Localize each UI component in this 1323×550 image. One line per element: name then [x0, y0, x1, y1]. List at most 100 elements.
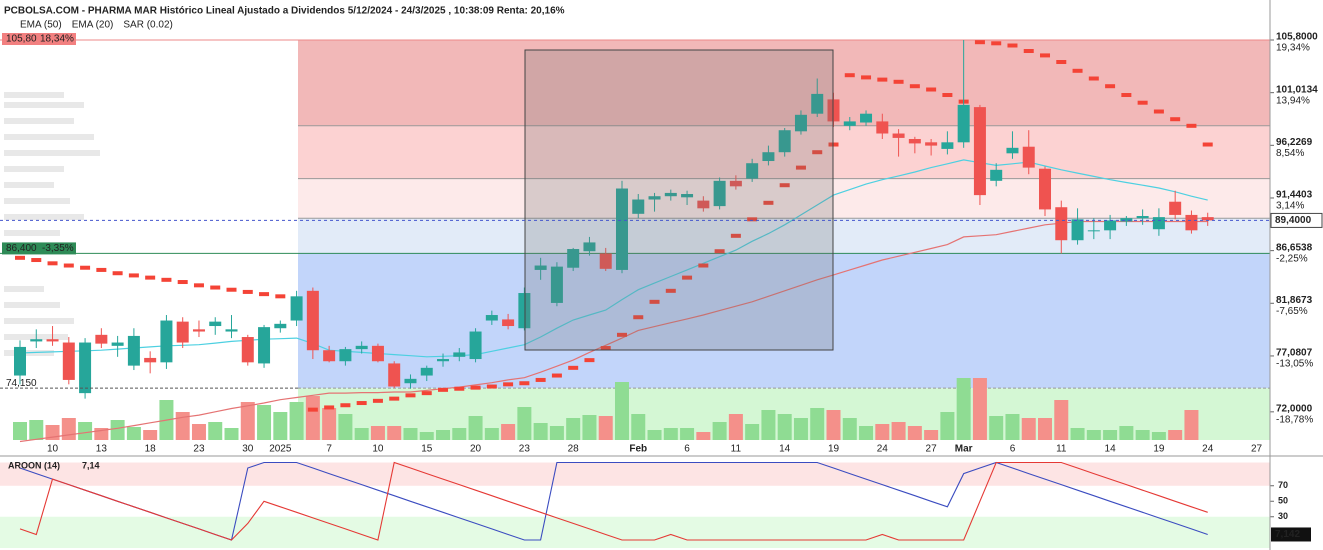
y-tick-pct: 19,34%: [1276, 43, 1310, 54]
sar-dot: [31, 258, 42, 263]
volume-bar: [1135, 430, 1150, 440]
x-tick-label: 27: [1251, 444, 1263, 455]
candle-body: [127, 335, 140, 366]
candle-body: [1201, 217, 1214, 221]
x-tick-label: 24: [1202, 444, 1214, 455]
candle-body: [79, 342, 92, 394]
selection-box: [524, 49, 834, 351]
legend-entry: EMA (50): [20, 20, 62, 31]
y-tick-pct: 8,54%: [1276, 148, 1304, 159]
volume-bar: [468, 416, 483, 440]
candle-body: [762, 152, 775, 162]
profile-bar: [4, 230, 60, 236]
candle-body: [990, 169, 1003, 181]
sar-dot: [812, 150, 823, 155]
sar-dot: [340, 403, 351, 408]
candle-body: [160, 320, 173, 363]
sar-dot: [356, 401, 367, 406]
x-tick-label: 11: [731, 444, 742, 455]
candle-body: [1071, 219, 1084, 241]
volume-bar: [1086, 430, 1101, 440]
candle-body: [632, 199, 645, 214]
candle-body: [502, 319, 515, 327]
indicator-line: [19, 220, 1208, 443]
volume-bar: [1184, 410, 1199, 440]
x-tick-label: 11: [1056, 444, 1067, 455]
sar-dot: [1121, 93, 1132, 98]
volume-bar: [143, 430, 158, 440]
volume-bar: [110, 420, 125, 440]
volume-bar: [1038, 418, 1053, 440]
volume-bar: [484, 428, 499, 440]
indicator-value: 7,14: [82, 460, 100, 470]
volume-bar: [78, 422, 93, 440]
volume-bar: [712, 422, 727, 440]
volume-bar: [956, 378, 971, 440]
sar-dot: [730, 233, 741, 238]
sar-dot: [470, 385, 481, 390]
volume-bar: [208, 422, 223, 440]
volume-bar: [436, 430, 451, 440]
sar-dot: [779, 183, 790, 188]
profile-bar: [4, 150, 100, 156]
aroon-zone-low: [0, 516, 1270, 548]
sar-dot: [96, 267, 107, 272]
candle-body: [599, 253, 612, 269]
candle-body: [176, 321, 189, 343]
volume-bar: [533, 423, 548, 440]
x-tick-label: 30: [242, 444, 254, 455]
sar-dot: [535, 377, 546, 382]
profile-bar: [4, 92, 64, 98]
sar-dot: [1088, 76, 1099, 81]
candle-body: [290, 296, 303, 321]
x-tick-label: 2025: [269, 444, 292, 455]
volume-bar: [614, 382, 629, 440]
sar-dot: [193, 283, 204, 288]
volume-bar: [305, 396, 320, 440]
volume-bar: [549, 426, 564, 440]
aroon-zone-high: [0, 462, 1270, 486]
level-zone: [298, 253, 1270, 389]
price-tag-pct: 18,34%: [40, 34, 74, 45]
profile-bar: [4, 318, 74, 324]
y-tick-label: 96,2269: [1276, 137, 1313, 148]
volume-bar: [61, 418, 76, 440]
sar-dot: [210, 285, 221, 290]
sar-dot: [633, 315, 644, 320]
x-tick-label: 10: [372, 444, 384, 455]
candle-body: [1039, 168, 1052, 210]
candle-body: [1022, 146, 1035, 168]
volume-bar: [1054, 400, 1069, 440]
candle-body: [46, 339, 59, 342]
volume-bar: [29, 420, 44, 440]
sar-dot: [161, 277, 172, 282]
volume-bar: [891, 422, 906, 440]
candle-body: [1185, 214, 1198, 231]
indicator-line: [19, 159, 1208, 358]
volume-bar: [338, 414, 353, 440]
chart-title: PCBOLSA.COM - PHARMA MAR Histórico Linea…: [4, 6, 565, 17]
y-tick-label: 50: [1278, 496, 1288, 506]
volume-bar: [826, 410, 841, 440]
level-zone: [298, 40, 1270, 126]
candle-body: [404, 378, 417, 384]
x-tick-label: 6: [684, 444, 690, 455]
x-tick-label: 18: [145, 444, 157, 455]
volume-bar: [696, 432, 711, 440]
sar-dot: [1170, 117, 1181, 122]
y-tick-label: 77,0807: [1276, 348, 1313, 359]
sar-dot: [112, 271, 123, 276]
candle-body: [518, 293, 531, 329]
volume-bar: [875, 424, 890, 440]
candle-body: [925, 142, 938, 146]
sar-dot: [1153, 109, 1164, 114]
candle-body: [111, 342, 124, 346]
x-tick-label: 14: [779, 444, 791, 455]
candle-body: [30, 339, 43, 342]
volume-bar: [598, 416, 613, 440]
volume-bar: [289, 402, 304, 440]
candle-body: [908, 139, 921, 144]
sar-dot: [486, 384, 497, 389]
sar-dot: [893, 79, 904, 84]
x-tick-label: Mar: [955, 444, 973, 455]
